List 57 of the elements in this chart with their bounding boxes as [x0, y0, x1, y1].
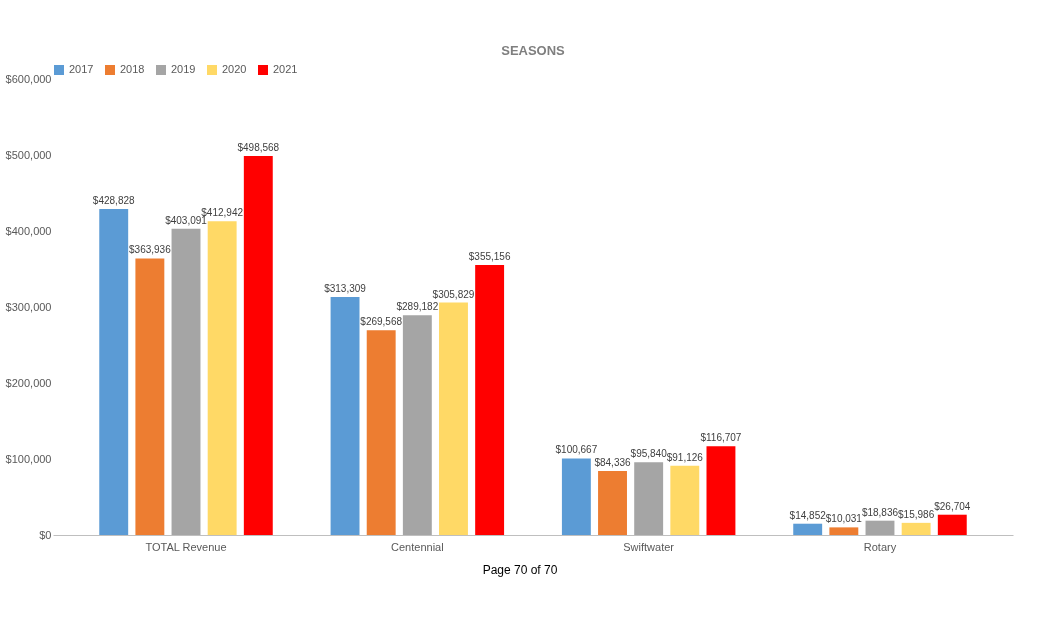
bar	[793, 523, 823, 535]
chart-title: SEASONS	[501, 43, 566, 58]
data-label: $116,707	[700, 432, 742, 444]
bar	[366, 330, 396, 535]
bar	[598, 470, 627, 535]
data-label: $355,156	[468, 251, 511, 263]
x-tick-label: TOTAL Revenue	[145, 540, 227, 553]
data-label: $10,031	[825, 513, 863, 525]
bar	[634, 462, 664, 535]
legend-label: 2018	[120, 63, 145, 75]
data-label: $498,568	[237, 142, 280, 154]
data-label: $18,836	[861, 506, 899, 518]
data-label: $269,568	[360, 316, 403, 328]
data-label: $412,942	[201, 207, 244, 219]
bar	[901, 522, 931, 535]
bar	[330, 296, 360, 535]
bar	[171, 228, 201, 535]
x-tick-label: Swiftwater	[623, 540, 675, 553]
data-label: $100,667	[555, 444, 598, 456]
bar	[670, 465, 700, 535]
bar	[829, 527, 859, 535]
bar	[561, 458, 591, 535]
bar	[865, 520, 895, 535]
data-label: $305,829	[432, 288, 475, 300]
bar	[439, 302, 468, 535]
data-label: $84,336	[594, 456, 632, 468]
text: Page 70 of 70	[481, 563, 559, 577]
y-tick-label: $600,000	[5, 72, 52, 85]
legend-label: 2020	[222, 63, 247, 75]
y-tick-label: $200,000	[5, 376, 52, 389]
data-label: $26,704	[934, 500, 971, 512]
x-tick-label: Centennial	[391, 540, 444, 553]
legend-label: 2021	[273, 63, 298, 75]
data-label: $428,828	[92, 195, 136, 207]
bar	[243, 156, 273, 535]
bar	[706, 446, 736, 535]
y-tick-label: $100,000	[5, 452, 52, 465]
x-tick-label: Rotary	[863, 540, 897, 553]
bar	[207, 221, 237, 535]
data-label: $313,309	[324, 282, 367, 294]
bar	[475, 265, 505, 535]
data-label: $14,852	[789, 509, 827, 521]
bar	[937, 514, 967, 535]
data-label: $289,182	[396, 301, 439, 313]
legend-label: 2019	[171, 63, 196, 75]
y-tick-label: $300,000	[5, 300, 52, 313]
bar	[99, 209, 129, 535]
y-tick-label: $0	[39, 528, 52, 541]
bar	[135, 258, 165, 535]
data-label: $15,986	[898, 508, 935, 520]
data-label: $91,126	[666, 451, 704, 463]
legend-label: 2017	[69, 63, 94, 75]
bar	[402, 315, 432, 535]
data-label: $95,840	[630, 448, 668, 460]
y-tick-label: $400,000	[5, 224, 52, 237]
data-label: $363,936	[129, 244, 172, 256]
y-tick-label: $500,000	[5, 148, 52, 161]
